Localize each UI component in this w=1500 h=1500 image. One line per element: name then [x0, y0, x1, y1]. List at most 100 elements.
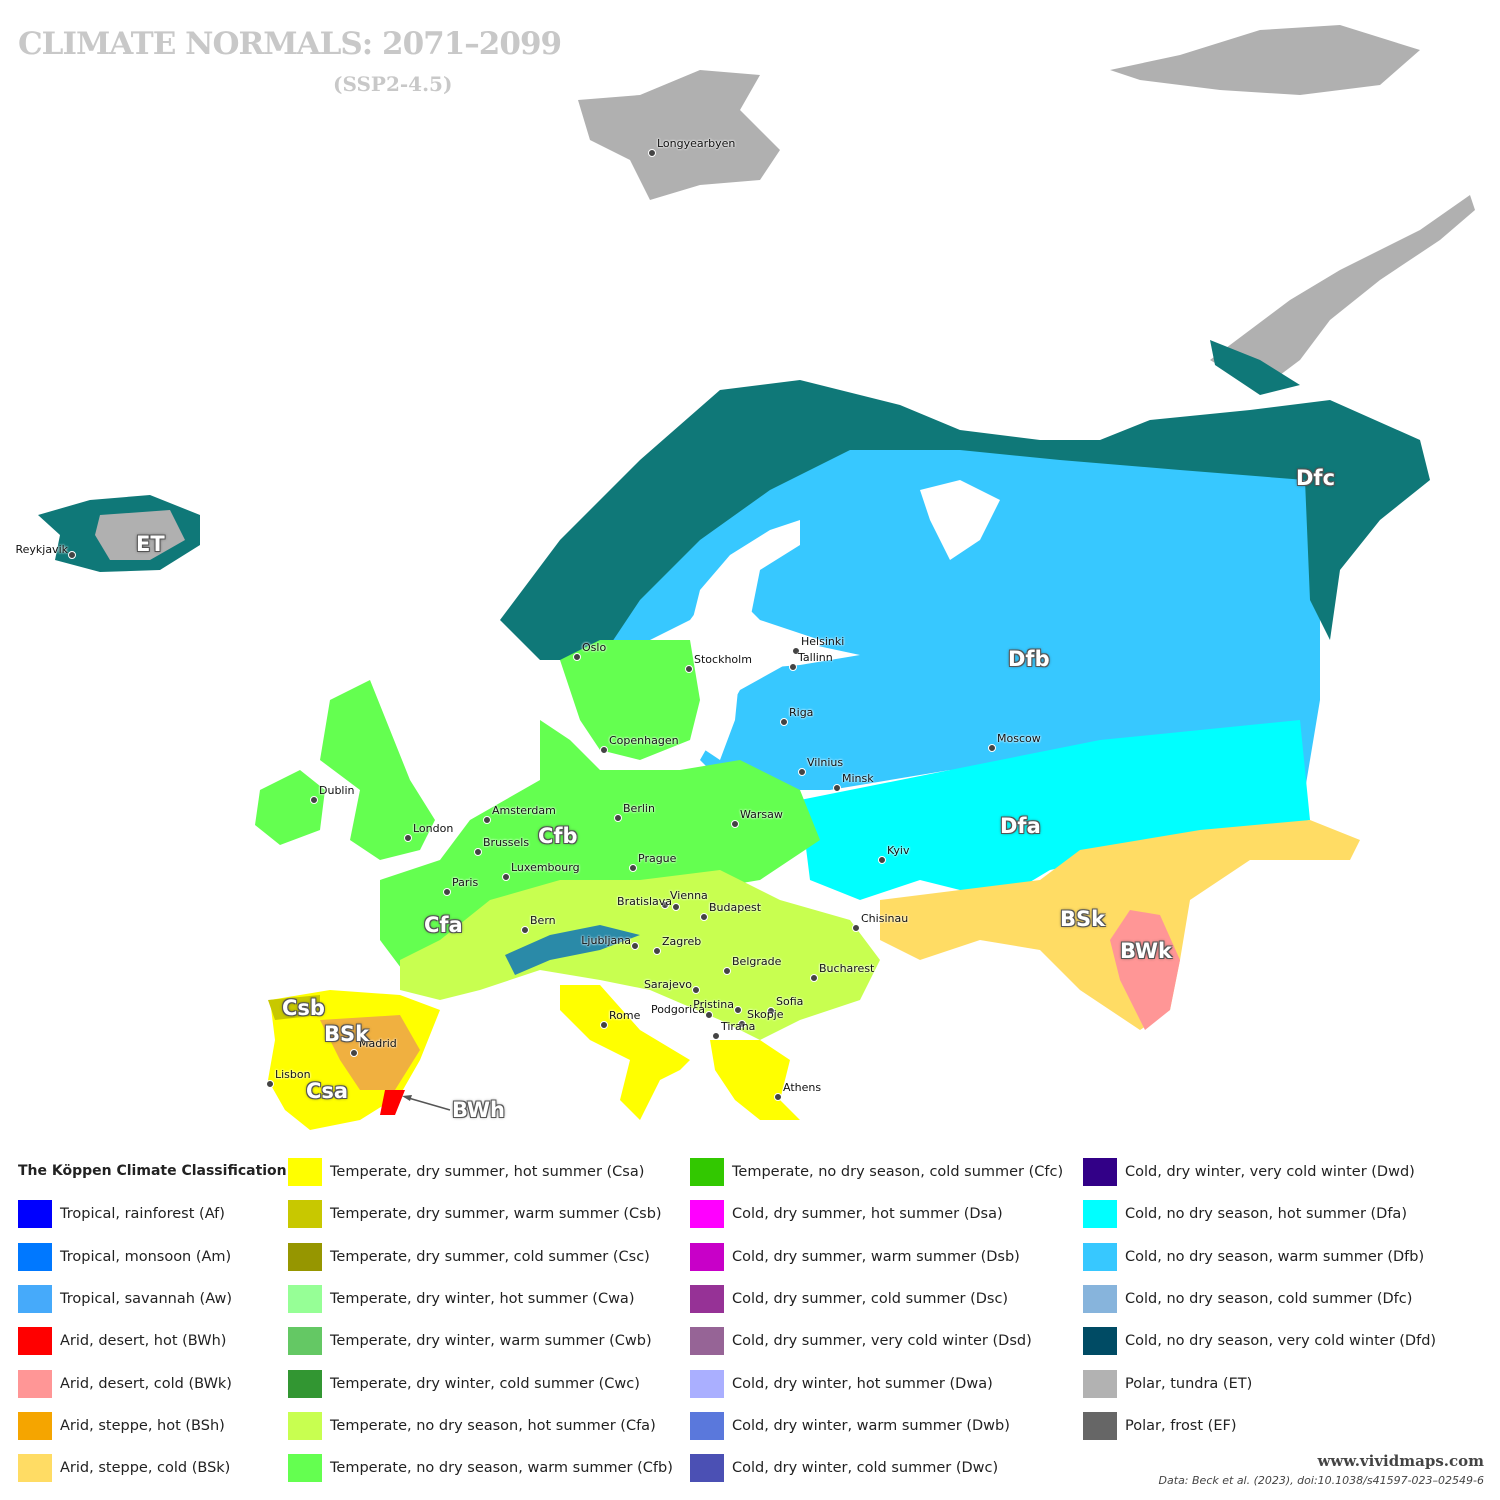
zone-label: Dfb — [1008, 647, 1050, 671]
city-marker-icon — [692, 986, 700, 994]
legend-label: Polar, tundra (ET) — [1125, 1375, 1253, 1392]
legend-swatch — [18, 1242, 52, 1271]
city-marker-icon — [614, 814, 622, 822]
franz-josef-land — [1110, 25, 1420, 95]
city-label: Tallinn — [798, 651, 833, 664]
city-marker-icon — [648, 149, 656, 157]
city-label: Kyiv — [887, 844, 910, 857]
novaya-zemlya — [1210, 195, 1475, 390]
map-title: CLIMATE NORMALS: 2071–2099 — [18, 26, 562, 62]
city-marker-icon — [521, 926, 529, 934]
city-marker-icon — [600, 1021, 608, 1029]
city-label: Chisinau — [861, 912, 909, 925]
city-label: Dublin — [319, 784, 355, 797]
legend-swatch — [690, 1200, 724, 1229]
city-marker-icon — [792, 647, 800, 655]
baltic-sea — [690, 520, 860, 760]
legend-swatch — [1083, 1327, 1117, 1356]
city-marker-icon — [712, 1032, 720, 1040]
legend-label: Cold, dry summer, very cold winter (Dsd) — [732, 1333, 1032, 1350]
legend-swatch — [288, 1369, 322, 1398]
city-marker-icon — [266, 1080, 274, 1088]
city-marker-icon — [780, 718, 788, 726]
legend-swatch — [690, 1369, 724, 1398]
legend-item: Cold, dry winter, warm summer (Dwb) — [690, 1411, 1010, 1441]
city-marker-icon — [723, 967, 731, 975]
legend-title: The Köppen Climate Classification — [18, 1163, 287, 1179]
legend-label: Temperate, dry winter, cold summer (Cwc) — [330, 1375, 640, 1392]
bwh-arrowhead — [402, 1095, 412, 1101]
city-marker-icon — [798, 768, 806, 776]
zone-label: ET — [136, 532, 165, 556]
novaya-zemlya-south — [1210, 340, 1300, 395]
legend-label: Cold, no dry season, very cold winter (D… — [1125, 1333, 1437, 1350]
legend-swatch — [18, 1369, 52, 1398]
iceland-et — [95, 510, 185, 560]
city-marker-icon — [685, 665, 693, 673]
legend-label: Cold, dry winter, hot summer (Dwa) — [732, 1375, 993, 1392]
legend-item: Cold, dry summer, hot summer (Dsa) — [690, 1199, 1003, 1229]
city-marker-icon — [310, 796, 318, 804]
city-label: Sarajevo — [643, 978, 692, 991]
legend-swatch — [1083, 1242, 1117, 1271]
city-label: Riga — [789, 706, 814, 719]
legend-label: Cold, dry summer, cold summer (Dsc) — [732, 1290, 1009, 1307]
city-marker-icon — [404, 834, 412, 842]
city-marker-icon — [443, 888, 451, 896]
city-marker-icon — [631, 942, 639, 950]
zone-label: Dfc — [1296, 466, 1336, 490]
region-uk — [320, 680, 435, 860]
legend-label: Temperate, dry winter, warm summer (Cwb) — [330, 1333, 652, 1350]
city-label: Stockholm — [694, 653, 752, 666]
legend-label: Tropical, rainforest (Af) — [60, 1206, 225, 1223]
legend-swatch — [690, 1411, 724, 1440]
legend-swatch — [18, 1411, 52, 1440]
city-label: Vienna — [670, 889, 708, 902]
city-label: Athens — [783, 1081, 822, 1094]
legend-item: Arid, steppe, cold (BSk) — [18, 1453, 230, 1483]
legend-swatch — [288, 1284, 322, 1313]
city-marker-icon — [483, 816, 491, 824]
data-source: Data: Beck et al. (2023), doi:10.1038/s4… — [1158, 1474, 1484, 1487]
region-dfa — [800, 720, 1310, 900]
city-marker-icon — [738, 1020, 746, 1028]
legend-label: Cold, no dry season, warm summer (Dfb) — [1125, 1248, 1425, 1265]
city-label: London — [413, 822, 454, 835]
city-label: Lisbon — [275, 1068, 311, 1081]
region-greece — [710, 1040, 800, 1120]
legend-item: Cold, no dry season, cold summer (Dfc) — [1083, 1284, 1412, 1314]
zone-label: BSk — [324, 1022, 370, 1046]
region-ireland — [255, 770, 325, 845]
zone-label: Csa — [306, 1079, 349, 1103]
city-marker-icon — [672, 903, 680, 911]
region-alps — [505, 925, 640, 975]
city-marker-icon — [810, 974, 818, 982]
legend-swatch — [288, 1411, 322, 1440]
legend-swatch — [1083, 1200, 1117, 1229]
city-marker-icon — [774, 1093, 782, 1101]
region-bsk-spain — [320, 1015, 420, 1090]
legend-item: Cold, no dry season, hot summer (Dfa) — [1083, 1199, 1407, 1229]
legend-label: Temperate, no dry season, warm summer (C… — [330, 1460, 673, 1477]
bwh-arrow — [404, 1096, 451, 1111]
zone-label: BWk — [1120, 939, 1172, 963]
legend-swatch — [288, 1454, 322, 1483]
legend-swatch — [1083, 1369, 1117, 1398]
legend-item: Temperate, dry summer, cold summer (Csc) — [288, 1242, 650, 1272]
city-marker-icon — [629, 864, 637, 872]
city-label: Podgorica — [650, 1003, 705, 1016]
legend-item: Temperate, dry winter, warm summer (Cwb) — [288, 1326, 652, 1356]
legend-item: Cold, dry winter, cold summer (Dwc) — [690, 1453, 998, 1483]
city-label: Reykjavik — [15, 543, 68, 556]
city-label: Skopje — [747, 1008, 784, 1021]
region-bwh — [380, 1090, 405, 1115]
legend-label: Cold, dry winter, warm summer (Dwb) — [732, 1417, 1010, 1434]
city-label: Warsaw — [740, 808, 783, 821]
city-label: Belgrade — [732, 955, 782, 968]
region-cfb-scandinavia — [560, 640, 700, 760]
legend-item: Temperate, dry winter, cold summer (Cwc) — [288, 1369, 640, 1399]
city-label: Bern — [530, 914, 556, 927]
legend-swatch — [690, 1284, 724, 1313]
city-label: Madrid — [359, 1037, 397, 1050]
region-cfa — [400, 870, 880, 1040]
